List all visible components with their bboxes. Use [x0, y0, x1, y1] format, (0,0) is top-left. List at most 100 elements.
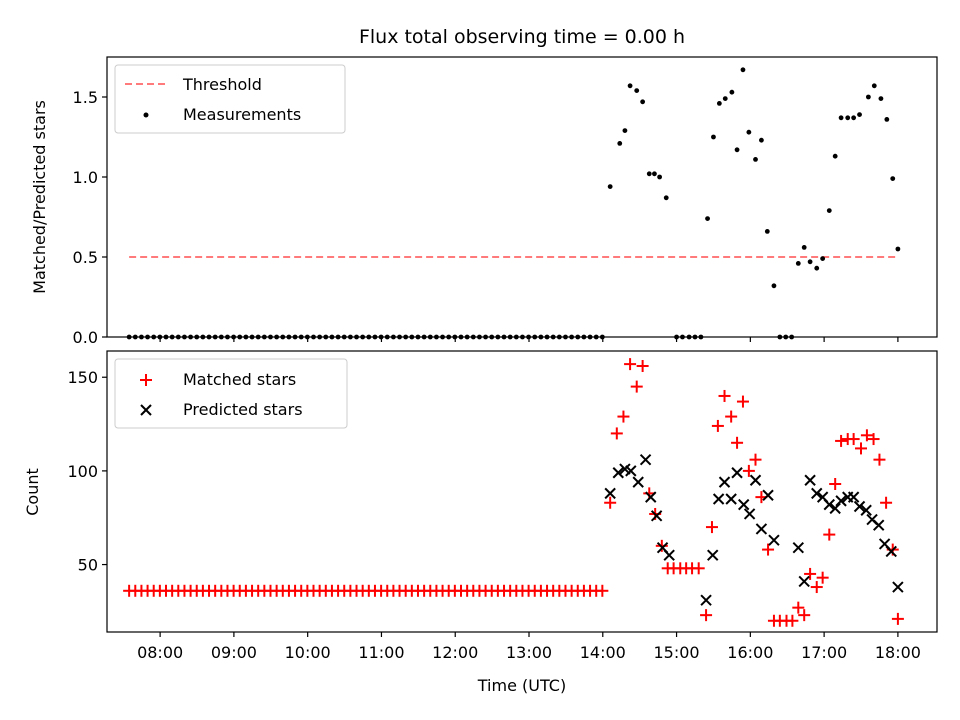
matched-star-point	[873, 453, 886, 466]
predicted-star-point	[663, 549, 675, 561]
measurement-point	[857, 112, 862, 117]
measurement-point	[705, 216, 710, 222]
predicted-star-point	[829, 502, 841, 515]
measurement-point	[814, 265, 820, 271]
predicted-star-point	[749, 474, 762, 486]
predicted-star-point	[792, 541, 805, 554]
matched-star-point	[816, 571, 829, 584]
predicted-star-point	[811, 487, 823, 500]
measurement-point	[820, 256, 826, 261]
bottom-legend: Matched stars Predicted stars	[114, 358, 348, 429]
x-tick-label: 13:00	[506, 643, 552, 662]
matched-star-point	[829, 478, 842, 491]
predicted-star-point	[768, 534, 780, 546]
matched-star-point	[596, 584, 609, 597]
measurement-point	[838, 115, 844, 121]
x-tick-label: 10:00	[285, 643, 331, 662]
predicted-star-point	[612, 467, 624, 479]
measurement-point	[722, 96, 728, 101]
predicted-star-point	[743, 508, 756, 520]
measurement-point	[607, 184, 613, 190]
x-axis-label: Time (UTC)	[477, 676, 566, 695]
matched-star-point	[742, 464, 755, 477]
top-legend: Threshold Measurements	[114, 64, 346, 134]
matched-star-point	[731, 436, 744, 449]
predicted-star-point	[700, 594, 712, 606]
predicted-star-point	[798, 575, 810, 588]
measurement-point	[734, 147, 740, 153]
measurement-point	[740, 67, 746, 73]
predicted-star-point	[712, 493, 725, 505]
predicted-legend-label: Predicted stars	[183, 400, 303, 419]
predicted-star-point	[639, 453, 652, 466]
measurement-point	[764, 229, 770, 234]
matched-star-point	[630, 380, 643, 393]
measurement-point	[865, 94, 871, 100]
measurement-point	[617, 141, 623, 146]
measurement-point	[801, 245, 807, 250]
measurement-point	[884, 117, 890, 122]
matched-legend-label: Matched stars	[183, 370, 296, 389]
predicted-star-point	[645, 491, 657, 503]
measurement-point	[795, 261, 801, 266]
measurement-point	[657, 174, 662, 180]
y-tick-label: 150	[67, 368, 98, 387]
measurement-point	[646, 171, 652, 177]
bottom-axes-frame	[106, 350, 938, 633]
matched-star-point	[891, 612, 904, 625]
measurement-point	[640, 99, 646, 105]
top-x-ticks	[159, 337, 899, 342]
measurement-point	[634, 88, 640, 93]
measurement-point	[832, 153, 838, 159]
measurement-point	[729, 89, 735, 95]
measurement-point	[627, 83, 633, 89]
predicted-star-point	[823, 498, 835, 511]
measurement-point	[851, 115, 857, 121]
predicted-legend-swatch	[140, 404, 152, 416]
matched-star-point	[692, 562, 705, 575]
top-panel: 0.0 0.5 1.0 1.5 Matched/Predicted stars Thr…	[30, 56, 938, 347]
matched-legend-swatch	[140, 374, 152, 386]
predicted-star-point	[860, 504, 872, 516]
y-tick-label: 100	[67, 462, 98, 481]
measurement-point	[771, 283, 777, 289]
bottom-plot-area	[123, 358, 904, 627]
measurements-legend-label: Measurements	[183, 105, 301, 124]
matched-star-point	[823, 528, 836, 541]
predicted-star-point	[707, 549, 719, 561]
matched-star-point	[792, 601, 805, 614]
matched-star-point	[860, 429, 873, 442]
x-tick-label: 08:00	[137, 643, 183, 662]
predicted-star-point	[604, 487, 616, 500]
measurement-point	[652, 171, 657, 177]
x-tick-label: 18:00	[875, 643, 921, 662]
measurement-point	[826, 208, 832, 214]
top-plot-area	[126, 67, 901, 340]
y-tick-label: 1.0	[73, 168, 98, 187]
matched-star-point	[718, 389, 731, 402]
x-tick-label: 14:00	[580, 643, 626, 662]
matched-star-point	[880, 496, 893, 509]
x-tick-label: 09:00	[211, 643, 257, 662]
predicted-star-point	[632, 476, 644, 488]
predicted-star-point	[718, 476, 731, 488]
matched-star-point	[847, 433, 860, 446]
x-tick-label: 12:00	[432, 643, 478, 662]
chart-title: Flux total observing time = 0.00 h	[359, 26, 685, 48]
matched-star-point	[749, 453, 762, 466]
bottom-y-axis-label: Count	[23, 468, 42, 516]
predicted-star-point	[725, 493, 737, 505]
top-legend-box	[114, 64, 346, 134]
y-tick-label: 50	[78, 556, 98, 575]
y-tick-label: 0.5	[73, 248, 98, 267]
matched-star-point	[636, 359, 649, 372]
threshold-legend-label: Threshold	[182, 75, 262, 94]
matched-star-point	[804, 567, 817, 580]
matched-star-point	[610, 427, 623, 440]
x-tick-label: 17:00	[801, 643, 847, 662]
top-axes-frame	[106, 56, 938, 338]
bottom-y-ticks: 50 100 150	[67, 368, 107, 575]
predicted-star-point	[804, 474, 816, 486]
bottom-legend-box	[114, 358, 348, 429]
